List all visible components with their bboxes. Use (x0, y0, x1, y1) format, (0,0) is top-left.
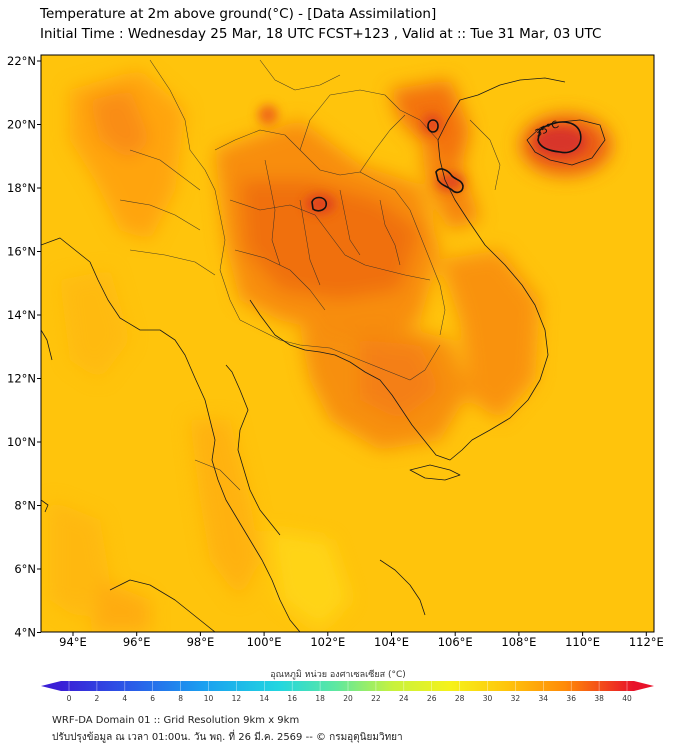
colorbar-tick-label: 4 (122, 694, 127, 703)
plot-frame (40, 54, 655, 633)
latitude-axis: 22°N 20°N 18°N 16°N 14°N 12°N 10°N 8°N 6°N 4°N (7, 54, 41, 640)
chart-subtitle: Initial Time : Wednesday 25 Mar, 18 UTC … (40, 26, 602, 42)
lat-label: 22°N (7, 54, 36, 68)
colorbar-title: อุณหภูมิ หน่วย องศาเซลเซียส (°C) (270, 670, 406, 680)
lon-label: 108°E (501, 635, 536, 649)
lat-label: 20°N (7, 118, 36, 132)
lon-label: 104°E (374, 635, 409, 649)
colorbar-gradient (61, 681, 634, 691)
colorbar: 0 2 4 6 8 10 12 14 16 18 20 22 24 26 28 30 32 34 36 38 40 (41, 681, 654, 703)
colorbar-tick-label: 8 (178, 694, 183, 703)
footer-update-info: ปรับปรุงข้อมูล ณ เวลา 01:00น. วัน พฤ. ที… (52, 732, 403, 743)
colorbar-tick-label: 26 (427, 694, 437, 703)
country-borders (119, 59, 501, 491)
colorbar-tick-label: 36 (566, 694, 576, 703)
colorbar-tick-label: 38 (594, 694, 604, 703)
colorbar-tick-label: 18 (315, 694, 325, 703)
colorbar-tick-label: 6 (150, 694, 155, 703)
lon-label: 102°E (310, 635, 345, 649)
lat-label: 14°N (7, 308, 36, 322)
chart-title: Temperature at 2m above ground(°C) - [Da… (40, 6, 437, 22)
colorbar-tick-label: 2 (95, 694, 100, 703)
footer-model-info: WRF-DA Domain 01 :: Grid Resolution 9km … (52, 715, 300, 726)
colorbar-tick-label: 34 (539, 694, 549, 703)
colorbar-tick-label: 40 (622, 694, 632, 703)
colorbar-tick-label: 0 (67, 694, 72, 703)
lon-label: 96°E (123, 635, 151, 649)
contour-35c (311, 119, 582, 212)
colorbar-tick-label: 24 (399, 694, 409, 703)
colorbar-left-arrow (41, 681, 61, 691)
lat-label: 12°N (7, 372, 36, 386)
colorbar-tick-label: 30 (483, 694, 493, 703)
lon-label: 94°E (59, 635, 87, 649)
colorbar-tick-label: 12 (232, 694, 242, 703)
lat-label: 8°N (14, 499, 36, 513)
lat-label: 10°N (7, 435, 36, 449)
colorbar-right-arrow (634, 681, 654, 691)
longitude-axis: 94°E 96°E 98°E 100°E 102°E 104°E 106°E 108°E 110… (59, 632, 664, 649)
lon-label: 98°E (187, 635, 215, 649)
colorbar-tick-label: 10 (204, 694, 214, 703)
coastlines (41, 77, 606, 632)
colorbar-tick-label: 32 (511, 694, 521, 703)
lat-label: 6°N (14, 562, 36, 576)
colorbar-tick-label: 20 (343, 694, 353, 703)
colorbar-tick-label: 16 (287, 694, 297, 703)
temperature-field (41, 55, 654, 632)
lon-label: 110°E (565, 635, 600, 649)
lat-label: 18°N (7, 181, 36, 195)
colorbar-tick-label: 28 (455, 694, 465, 703)
lon-label: 112°E (629, 635, 664, 649)
colorbar-tick-label: 22 (371, 694, 381, 703)
lat-label: 16°N (7, 245, 36, 259)
lat-label: 4°N (14, 626, 36, 640)
lon-label: 100°E (247, 635, 282, 649)
lon-label: 106°E (438, 635, 473, 649)
colorbar-tick-label: 14 (260, 694, 270, 703)
